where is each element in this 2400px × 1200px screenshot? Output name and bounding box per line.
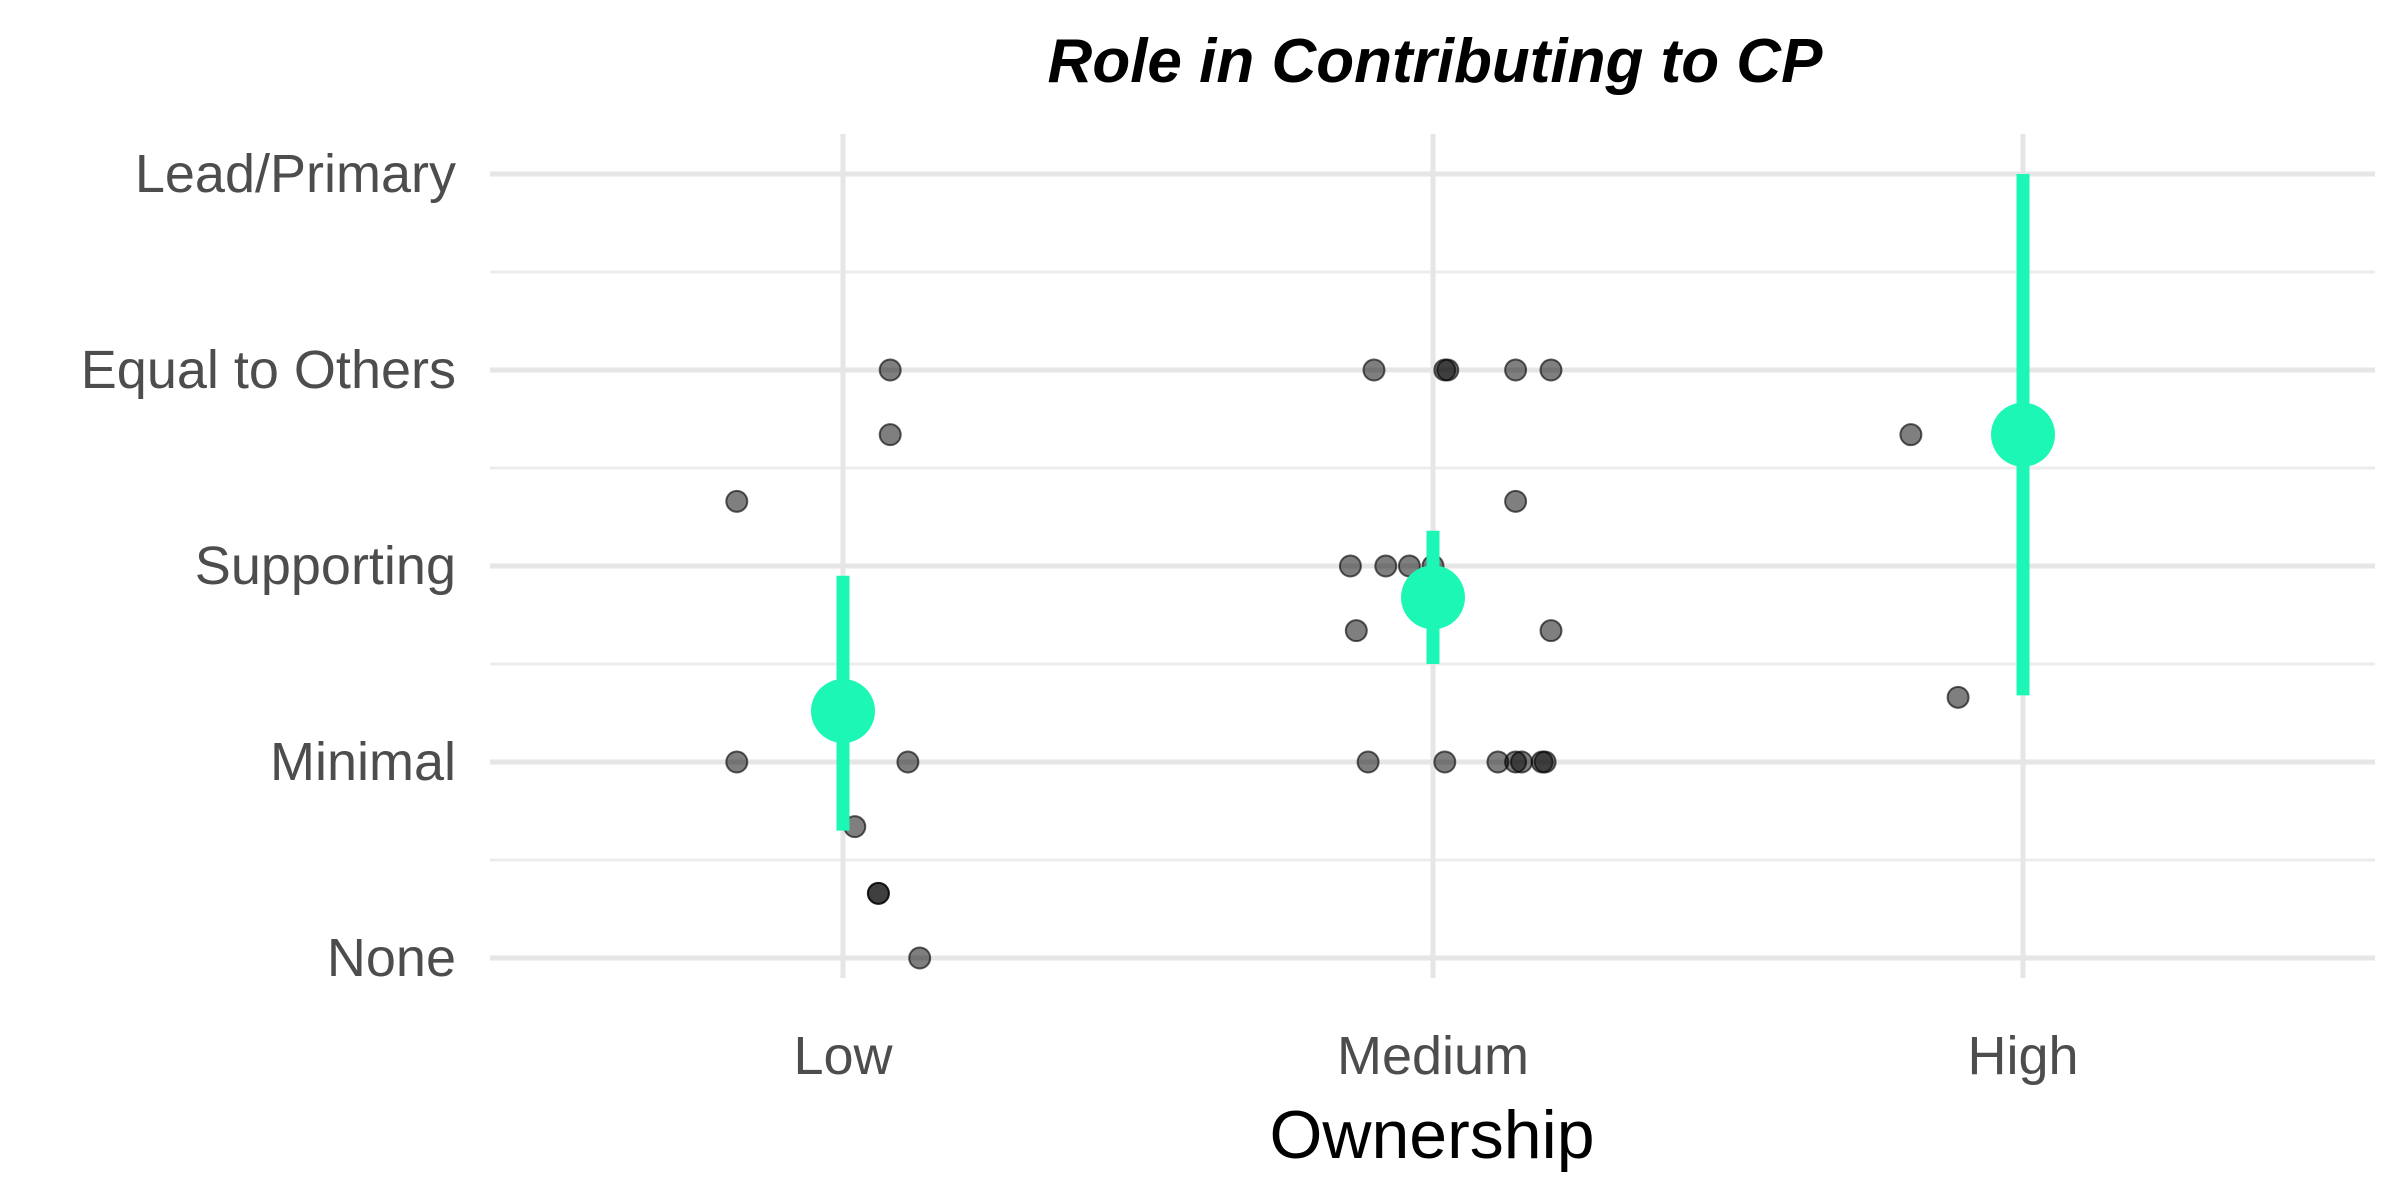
- scatter-point: [866, 881, 890, 905]
- scatter-point: [896, 750, 920, 774]
- scatter-point: [1356, 750, 1380, 774]
- x-axis-title: Ownership: [1269, 1097, 1594, 1173]
- y-axis-tick-labels: None Minimal Supporting Equal to Others Lead…: [81, 144, 456, 988]
- scatter-point: [878, 423, 902, 447]
- scatter-point: [1533, 750, 1557, 774]
- scatter-point: [1338, 554, 1362, 578]
- scatter-point: [725, 750, 749, 774]
- scatter-point: [1344, 619, 1368, 643]
- y-axis-tick-label: Supporting: [195, 536, 456, 596]
- scatter-point: [1504, 358, 1528, 382]
- scatter-point: [1539, 619, 1563, 643]
- scatter-point: [878, 358, 902, 382]
- x-axis-tick-label: Medium: [1337, 1026, 1529, 1086]
- raw-points: [725, 358, 1970, 970]
- scatter-point: [1504, 489, 1528, 513]
- y-axis-tick-label: Equal to Others: [81, 340, 456, 400]
- x-axis-tick-label: High: [1967, 1026, 2078, 1086]
- chart-title: Role in Contributing to CP: [1048, 27, 1824, 96]
- y-axis-tick-label: Minimal: [270, 732, 456, 792]
- y-axis-tick-label: None: [327, 928, 456, 988]
- scatter-point: [1510, 750, 1533, 774]
- scatter-point: [1899, 423, 1923, 447]
- scatter-point: [908, 946, 932, 970]
- scatter-point: [1539, 358, 1563, 382]
- summary-mean-point: [1401, 565, 1465, 630]
- scatter-point: [1433, 750, 1457, 774]
- y-axis-tick-label: Lead/Primary: [135, 144, 456, 204]
- x-axis-tick-label: Low: [793, 1026, 893, 1086]
- x-axis-tick-labels: Low Medium High: [793, 1026, 2078, 1086]
- scatter-point: [1946, 685, 1970, 709]
- scatter-point: [1436, 358, 1460, 382]
- scatter-point: [1374, 554, 1398, 578]
- scatter-point: [725, 489, 749, 513]
- summary-mean-point: [811, 679, 875, 744]
- summary-markers: [811, 174, 2055, 831]
- summary-mean-point: [1991, 402, 2055, 467]
- scatter-point: [1362, 358, 1386, 382]
